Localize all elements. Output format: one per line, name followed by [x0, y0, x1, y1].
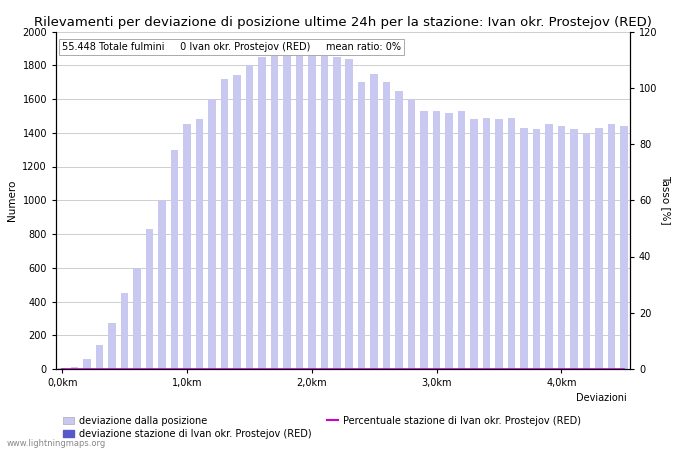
Title: Rilevamenti per deviazione di posizione ultime 24h per la stazione: Ivan okr. Pr: Rilevamenti per deviazione di posizione … [34, 16, 652, 29]
Legend: deviazione dalla posizione, deviazione stazione di Ivan okr. Prostejov (RED), Pe: deviazione dalla posizione, deviazione s… [61, 414, 583, 441]
Y-axis label: Numero: Numero [7, 180, 17, 221]
Bar [483, 117, 490, 369]
Bar [71, 367, 78, 369]
Bar [183, 124, 191, 369]
Bar [358, 82, 365, 369]
Bar [558, 126, 565, 369]
Bar [346, 58, 353, 369]
Bar [96, 346, 104, 369]
Bar [470, 119, 478, 369]
Bar [246, 65, 253, 369]
Bar [608, 124, 615, 369]
Bar [258, 57, 265, 369]
Bar [146, 229, 153, 369]
Bar [595, 128, 603, 369]
Bar [121, 293, 128, 369]
Bar [582, 133, 590, 369]
Bar [196, 119, 203, 369]
Bar [620, 126, 627, 369]
Bar [283, 52, 290, 369]
Bar [271, 54, 278, 369]
Bar [333, 57, 340, 369]
Bar [570, 129, 578, 369]
Bar [83, 359, 91, 369]
Text: www.lightningmaps.org: www.lightningmaps.org [7, 439, 106, 448]
Bar [383, 82, 391, 369]
Bar [533, 129, 540, 369]
Bar [458, 111, 466, 369]
Bar [321, 54, 328, 369]
Bar [520, 128, 528, 369]
Text: Deviazioni: Deviazioni [575, 393, 626, 403]
Bar [395, 90, 403, 369]
Bar [421, 111, 428, 369]
Bar [370, 74, 378, 369]
Bar [171, 149, 178, 369]
Bar [295, 50, 303, 369]
Bar [108, 324, 116, 369]
Bar [445, 112, 453, 369]
Bar [545, 124, 552, 369]
Bar [433, 111, 440, 369]
Bar [508, 117, 515, 369]
Bar [134, 268, 141, 369]
Bar [220, 79, 228, 369]
Bar [408, 99, 415, 369]
Bar [233, 75, 241, 369]
Bar [59, 368, 66, 369]
Bar [208, 99, 216, 369]
Bar [308, 49, 316, 369]
Text: 55.448 Totale fulmini     0 Ivan okr. Prostejov (RED)     mean ratio: 0%: 55.448 Totale fulmini 0 Ivan okr. Proste… [62, 42, 400, 52]
Y-axis label: Tasso [%]: Tasso [%] [662, 176, 671, 225]
Bar [158, 200, 166, 369]
Bar [495, 119, 503, 369]
